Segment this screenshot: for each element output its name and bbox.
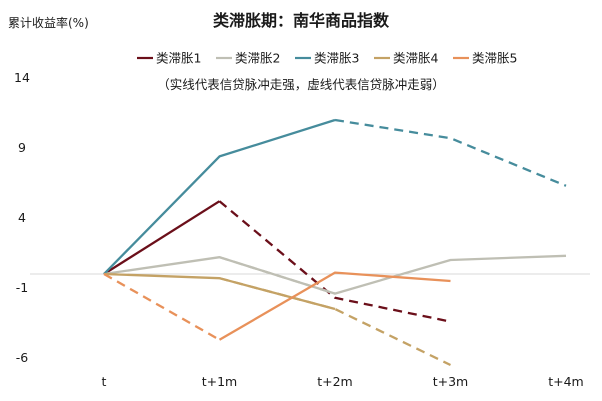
series-line-solid bbox=[103, 118, 336, 275]
chart-title: 类滞胀期：南华商品指数 bbox=[213, 11, 390, 30]
y-tick-label: 9 bbox=[18, 140, 26, 155]
series-line-solid bbox=[103, 272, 336, 311]
legend-label: 类滞胀4 bbox=[393, 51, 439, 66]
legend-label: 类滞胀3 bbox=[314, 51, 359, 66]
y-tick-label: -1 bbox=[16, 280, 28, 295]
series-line-solid bbox=[103, 254, 567, 295]
y-tick-label: -6 bbox=[16, 350, 29, 365]
plot-area bbox=[103, 118, 567, 367]
series-line-solid bbox=[103, 200, 221, 275]
legend-label: 类滞胀2 bbox=[235, 51, 280, 66]
x-tick-label: t+3m bbox=[433, 374, 469, 389]
chart-note: （实线代表信贷脉冲走强，虚线代表信贷脉冲走弱） bbox=[157, 77, 445, 92]
series-line-dashed bbox=[219, 277, 452, 367]
series-line-dashed bbox=[334, 118, 567, 187]
legend-label: 类滞胀1 bbox=[156, 51, 201, 66]
legend: 类滞胀1 类滞胀2 类滞胀3 类滞胀4 类滞胀5 bbox=[137, 51, 517, 66]
y-tick-label: 14 bbox=[14, 70, 30, 85]
series-line-dashed bbox=[103, 273, 221, 341]
y-tick-label: 4 bbox=[18, 210, 26, 225]
x-axis-ticks: t t+1m t+2m t+3m t+4m bbox=[102, 374, 584, 389]
series-line-dashed bbox=[218, 200, 451, 323]
x-tick-label: t+1m bbox=[202, 374, 238, 389]
y-axis-label: 累计收益率(%) bbox=[8, 15, 89, 30]
x-tick-label: t+4m bbox=[548, 374, 584, 389]
x-tick-label: t bbox=[102, 374, 107, 389]
y-axis-ticks: 14 9 4 -1 -6 bbox=[14, 70, 30, 365]
series-line-solid bbox=[218, 271, 451, 341]
x-tick-label: t+2m bbox=[317, 374, 353, 389]
legend-label: 类滞胀5 bbox=[472, 51, 517, 66]
